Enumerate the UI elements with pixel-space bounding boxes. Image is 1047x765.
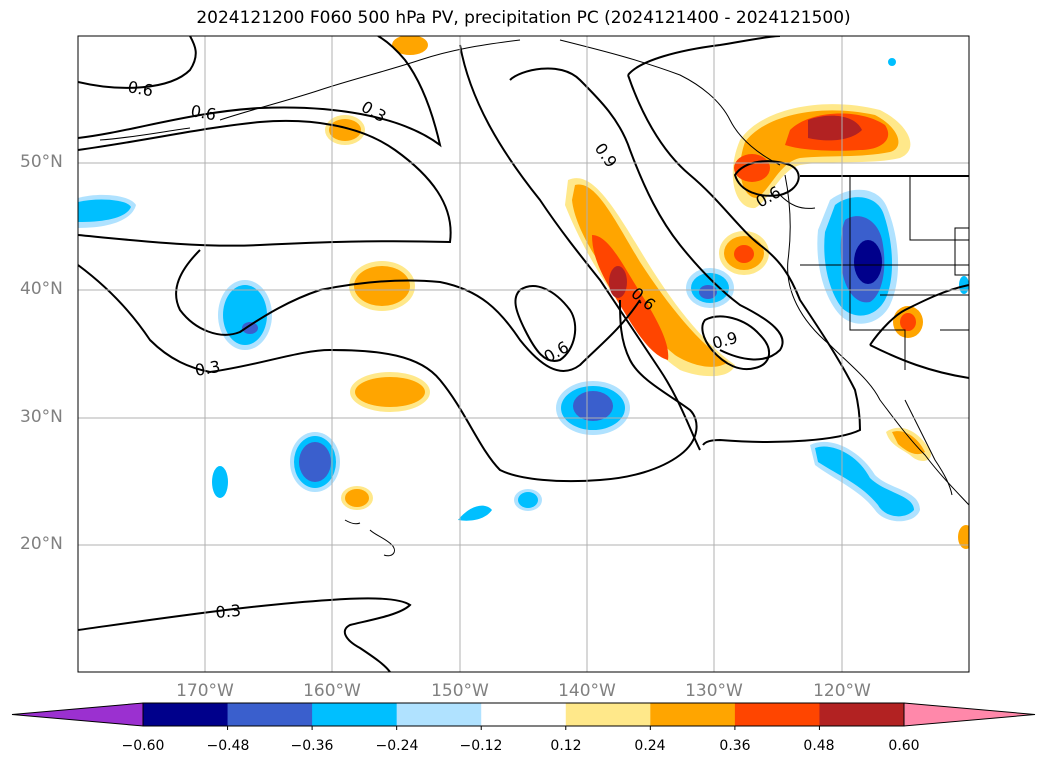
contour-label: 0.3 [215, 601, 242, 622]
colorbar-segment [565, 703, 651, 726]
colorbar-tick-label: −0.24 [375, 738, 419, 754]
lon-label-140w: 140°W [558, 681, 616, 701]
lon-label-160w: 160°W [303, 681, 361, 701]
colorbar-frame [142, 702, 905, 727]
colorbar-extension-low [11, 702, 144, 727]
colorbar-tick-label: −0.12 [459, 738, 503, 754]
lon-label-130w: 130°W [685, 681, 743, 701]
lon-label-170w: 170°W [176, 681, 234, 701]
contour-label: 0.6 [126, 77, 154, 100]
lat-label-30n: 30°N [20, 407, 63, 427]
contour-label: 0.3 [193, 357, 221, 380]
contour-label: 0.3 [358, 97, 390, 126]
colorbar-segment [312, 703, 398, 726]
contour-label: 0.6 [541, 337, 573, 366]
colorbar-tick-label: −0.36 [290, 738, 334, 754]
colorbar-segment [650, 703, 736, 726]
colorbar-segment [227, 703, 313, 726]
map-title: 2024121200 F060 500 hPa PV, precipitatio… [196, 8, 851, 28]
coastlines [99, 39, 969, 557]
contour-label: 0.9 [591, 139, 621, 171]
colorbar-tick-label: 0.12 [550, 738, 582, 754]
colorbar-extension-high [903, 702, 1036, 727]
colorbar-tick-label: 0.48 [803, 738, 835, 754]
map-frame [77, 35, 970, 673]
pv-contours [78, 36, 969, 672]
colorbar-segment [143, 703, 229, 726]
colorbar-tick-label: −0.48 [206, 738, 250, 754]
map-canvas: 0.6 0.6 0.3 0.9 0.6 0.6 0.9 0.3 0.3 0.6 [77, 35, 970, 673]
colorbar-tick-label: 0.24 [634, 738, 666, 754]
colorbar-segment [819, 703, 905, 726]
colorbar-tick-label: 0.36 [719, 738, 751, 754]
lat-label-20n: 20°N [20, 534, 63, 554]
contour-label: 0.9 [710, 328, 740, 353]
lat-label-40n: 40°N [20, 279, 63, 299]
colorbar-segment [734, 703, 820, 726]
positive-anomaly-shading [325, 36, 969, 549]
colorbar-segment [396, 703, 482, 726]
lon-label-150w: 150°W [431, 681, 489, 701]
gridlines [78, 36, 969, 672]
contour-label: 0.6 [189, 101, 217, 124]
colorbar-segment [481, 703, 567, 726]
lat-label-50n: 50°N [20, 152, 63, 172]
lon-label-120w: 120°W [813, 681, 871, 701]
colorbar-tick-label: −0.60 [121, 738, 165, 754]
colorbar-tick-label: 0.60 [888, 738, 920, 754]
